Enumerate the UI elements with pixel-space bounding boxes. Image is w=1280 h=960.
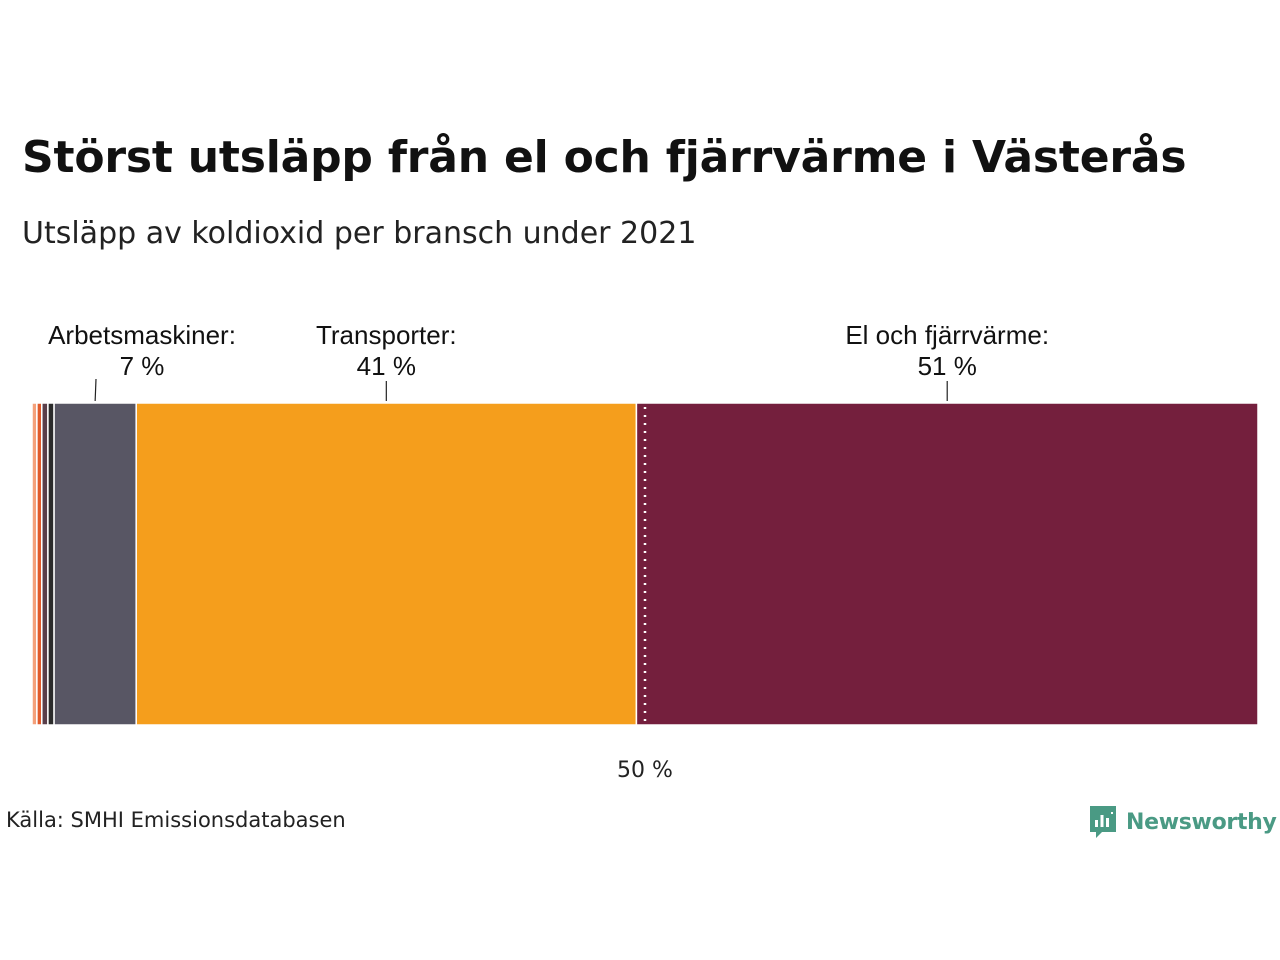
segment-label-4: Arbetsmaskiner: <box>48 320 236 350</box>
bar-segment-6 <box>635 402 1259 726</box>
chart-title: Störst utsläpp från el och fjärrvärme i … <box>22 132 1187 183</box>
newsworthy-logo-icon <box>1090 806 1116 838</box>
label-leader-4 <box>94 378 97 402</box>
brand-logo: Newsworthy <box>1088 804 1277 840</box>
bar-segment-2 <box>41 402 49 726</box>
brand-name: Newsworthy <box>1126 809 1277 835</box>
stacked-bar-chart: 50 % Arbetsmaskiner:7 % Transporter:41 % El… <box>31 320 1259 783</box>
segment-value-label-5: 41 % <box>357 351 416 381</box>
bar-segment-5 <box>135 402 638 726</box>
segment-value-label-6: 51 % <box>918 351 977 381</box>
chart-subtitle: Utsläpp av koldioxid per bransch under 2… <box>22 216 697 251</box>
segment-label-6: El och fjärrvärme: <box>845 320 1049 350</box>
bar-segment-4 <box>53 402 137 726</box>
segment-value-label-4: 7 % <box>120 351 165 381</box>
source-note: Källa: SMHI Emissionsdatabasen <box>6 808 346 832</box>
segment-label-5: Transporter: <box>316 320 457 350</box>
bar-segment-3 <box>47 402 55 726</box>
reference-line-label: 50 % <box>617 758 673 783</box>
